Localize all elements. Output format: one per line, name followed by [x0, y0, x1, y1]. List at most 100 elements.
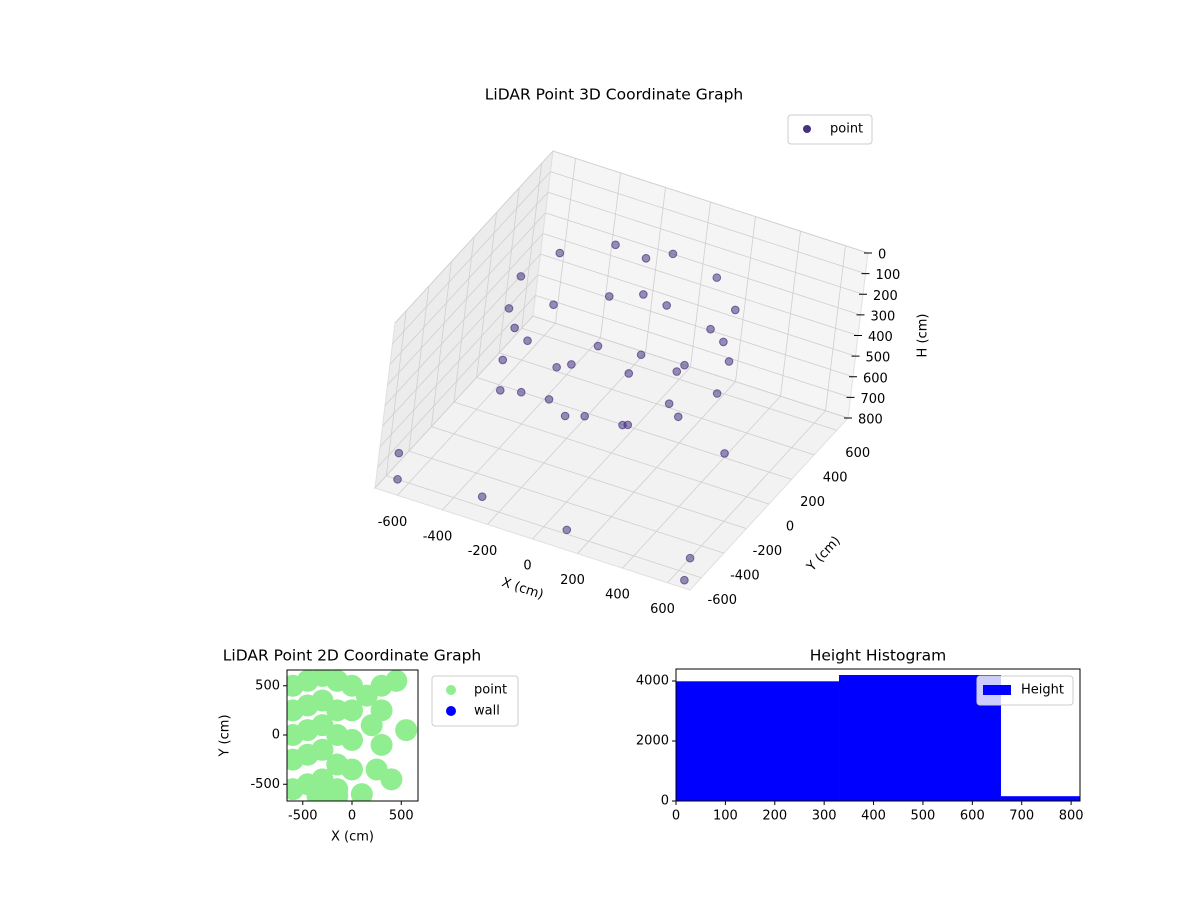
point: [495, 386, 505, 395]
x-tick-label: 800: [1059, 809, 1084, 824]
y-tick-label: -500: [250, 777, 280, 792]
point: [562, 525, 572, 535]
point: [639, 290, 648, 299]
point: [341, 699, 364, 722]
x-tick-label: 200: [560, 573, 585, 588]
point: [395, 719, 418, 742]
chart-title: LiDAR Point 3D Coordinate Graph: [485, 86, 743, 104]
grid-line: [377, 295, 536, 468]
y-tick-label: 2000: [636, 734, 669, 749]
plot-frame: [675, 668, 1081, 802]
point: [580, 411, 589, 421]
legend-box: [787, 114, 873, 145]
x-tick-label: 300: [812, 809, 837, 824]
chart-title: LiDAR Point 2D Coordinate Graph: [223, 647, 481, 665]
y-axis-label: Y (cm): [218, 714, 233, 757]
x-tick-label: -500: [288, 809, 318, 824]
legend-swatch: [983, 685, 1011, 695]
point: [567, 360, 576, 369]
z-axis-label: H (cm): [916, 314, 931, 358]
point: [673, 412, 683, 422]
point: [611, 240, 620, 250]
point: [510, 323, 519, 333]
y-tick-label: 0: [272, 728, 280, 743]
point: [712, 273, 722, 282]
z-tick-label: 400: [868, 330, 893, 345]
point: [306, 785, 329, 801]
point: [516, 272, 526, 281]
point: [664, 399, 674, 408]
point: [724, 357, 734, 366]
legend-label: wall: [474, 704, 500, 719]
chart-title: Height Histogram: [810, 647, 947, 665]
point: [680, 360, 689, 370]
point: [662, 301, 671, 310]
x-tick-label: 600: [960, 809, 985, 824]
point: [341, 758, 364, 781]
z-tick-label: 100: [876, 268, 901, 283]
point: [498, 355, 508, 365]
point: [370, 733, 393, 756]
grid-line: [382, 253, 541, 427]
point: [523, 336, 532, 345]
legend-label: Height: [1021, 683, 1064, 698]
y-tick-label: -200: [753, 544, 783, 559]
x-tick-label: 0: [672, 809, 680, 824]
legend-box: [976, 675, 1074, 706]
point: [341, 728, 364, 751]
point: [311, 738, 334, 761]
point: [672, 367, 682, 376]
grid-line: [389, 191, 549, 365]
legend-marker: [446, 706, 456, 716]
x-axis-label: X (cm): [331, 830, 374, 845]
x-tick-label: -400: [423, 529, 453, 544]
x-tick-label: 0: [348, 809, 356, 824]
point: [516, 387, 526, 397]
point: [636, 350, 646, 360]
point: [685, 553, 695, 563]
grid-line: [387, 212, 546, 386]
grid-line: [453, 401, 770, 505]
grid-line: [521, 327, 837, 431]
y-tick-label: 400: [823, 470, 848, 485]
legend-label: point: [474, 683, 507, 698]
x-tick-label: 600: [650, 602, 675, 617]
x-tick-label: 500: [911, 809, 936, 824]
point: [680, 575, 689, 585]
z-tick-label: 0: [878, 248, 886, 263]
point: [350, 783, 373, 801]
x-tick-label: -600: [378, 515, 408, 530]
z-tick-label: 800: [858, 413, 883, 428]
grid-line: [384, 233, 544, 406]
y-tick-label: 0: [661, 794, 669, 809]
y-tick-label: -400: [730, 569, 760, 584]
x-tick-label: 200: [762, 809, 787, 824]
point: [380, 768, 403, 791]
x-tick-label: 400: [861, 809, 886, 824]
x-tick-label: 500: [389, 809, 414, 824]
y-tick-label: -600: [708, 593, 738, 608]
grid-line: [540, 253, 856, 357]
y-tick-label: 0: [786, 520, 794, 535]
x-tick-label: 700: [1009, 809, 1034, 824]
point: [668, 249, 678, 259]
z-tick-label: 200: [873, 289, 898, 304]
point: [552, 362, 561, 372]
legend-marker: [446, 685, 456, 695]
x-tick-label: 100: [713, 809, 738, 824]
point: [623, 420, 633, 430]
point: [641, 254, 651, 263]
grid-line: [550, 171, 866, 275]
grid-line: [499, 352, 815, 456]
point: [555, 248, 565, 258]
point: [549, 300, 558, 309]
point: [624, 369, 634, 378]
point: [604, 292, 614, 301]
grid-line: [476, 377, 792, 480]
legend-marker: [803, 125, 811, 133]
bar: [838, 675, 1001, 801]
grid-line: [542, 233, 859, 336]
x-tick-label: -200: [468, 544, 498, 559]
point: [544, 395, 554, 404]
